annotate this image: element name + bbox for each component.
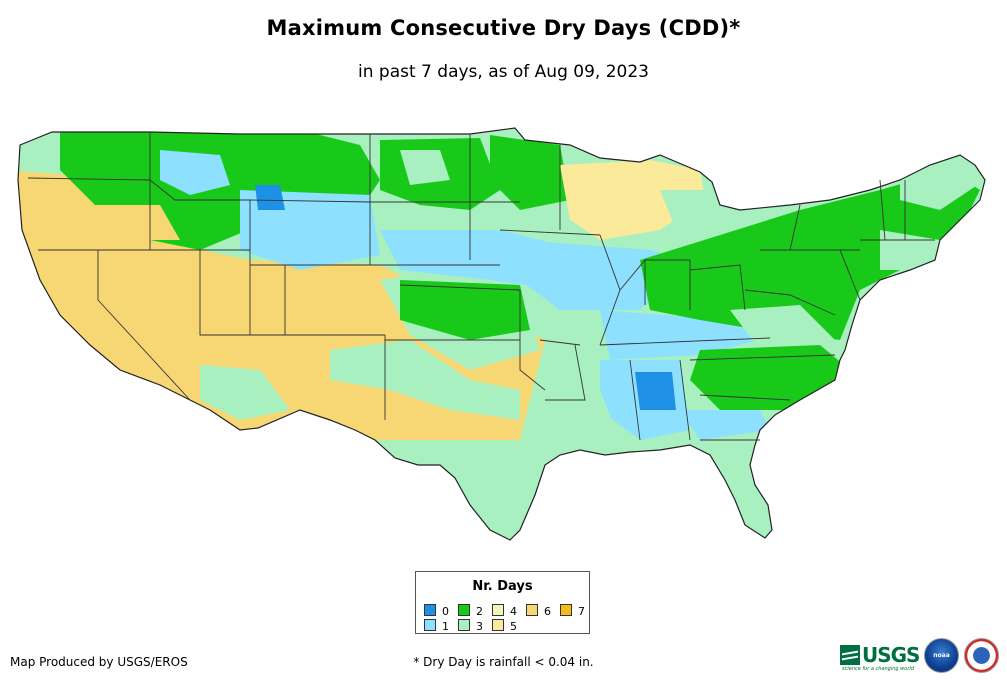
us-dry-days-map [17,127,986,541]
legend-item-0: 0 [424,604,449,618]
legend-item-7: 7 [560,604,585,618]
us-outline [17,127,986,541]
legend-swatch-1 [424,619,436,631]
usgs-logo: USGS [840,640,920,670]
legend-swatch-2 [458,604,470,616]
legend-item-3: 3 [458,619,483,633]
legend-item-5: 5 [492,619,517,633]
usgs-tagline: science for a changing world [842,666,914,672]
agency-logos: USGS science for a changing world noaa [840,638,1005,678]
legend-item-4: 4 [492,604,517,618]
legend-swatch-3 [458,619,470,631]
legend-swatch-5 [492,619,504,631]
legend-swatch-6 [526,604,538,616]
legend-item-1: 1 [424,619,449,633]
noaa-logo-icon: noaa [924,638,959,673]
legend-item-2: 2 [458,604,483,618]
usgs-wordmark: USGS [862,643,920,667]
legend-title: Nr. Days [472,579,533,594]
nws-logo-icon [964,638,999,673]
produced-by-label: Map Produced by USGS/EROS [10,655,188,669]
dry-day-footnote: * Dry Day is rainfall < 0.04 in. [413,655,594,669]
map-subtitle: in past 7 days, as of Aug 09, 2023 [358,62,649,82]
cdd-fill-layer [18,128,985,540]
legend: Nr. Days 0 1 2 3 4 5 6 7 [415,571,590,634]
state-boundaries [27,132,935,441]
legend-swatch-4 [492,604,504,616]
map-title: Maximum Consecutive Dry Days (CDD)* [266,16,741,40]
legend-swatch-7 [560,604,572,616]
legend-swatch-0 [424,604,436,616]
legend-item-6: 6 [526,604,551,618]
usgs-wave-icon [840,645,860,665]
